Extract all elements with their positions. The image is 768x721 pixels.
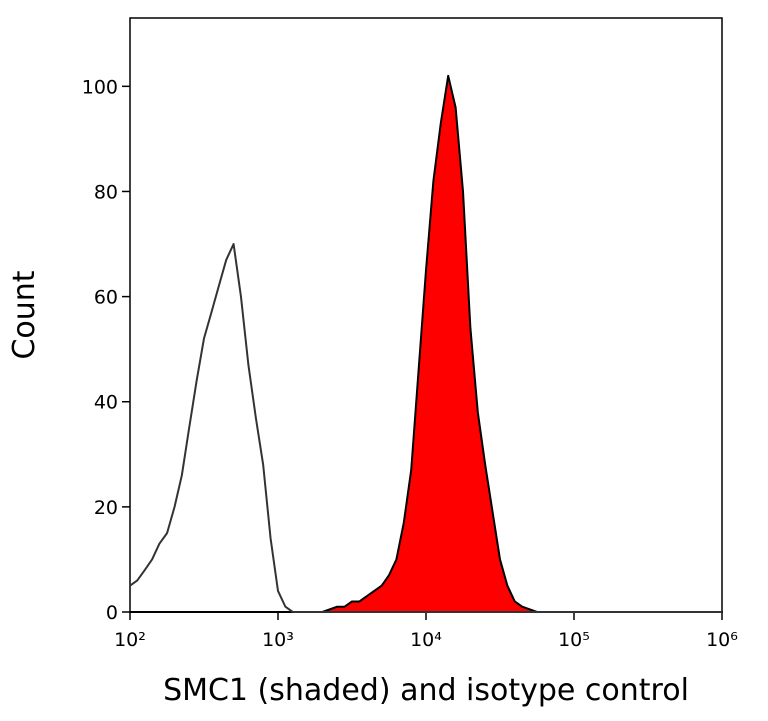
y-tick-label: 40 bbox=[94, 392, 118, 414]
x-tick-label: 10⁵ bbox=[558, 629, 590, 651]
x-tick-label: 10⁶ bbox=[706, 629, 738, 651]
x-tick-label: 10³ bbox=[262, 629, 294, 651]
y-tick-label: 20 bbox=[94, 497, 118, 519]
histogram-area bbox=[129, 74, 723, 613]
y-tick-label: 0 bbox=[106, 602, 118, 624]
x-tick-label: 10² bbox=[114, 629, 146, 651]
y-axis-label: Count bbox=[7, 270, 42, 359]
x-axis-label: SMC1 (shaded) and isotype control bbox=[163, 673, 689, 708]
y-tick-label: 80 bbox=[94, 181, 118, 203]
y-tick-label: 100 bbox=[82, 76, 118, 98]
y-tick-label: 60 bbox=[94, 287, 118, 309]
histogram-line bbox=[129, 243, 722, 613]
x-tick-label: 10⁴ bbox=[410, 629, 442, 651]
